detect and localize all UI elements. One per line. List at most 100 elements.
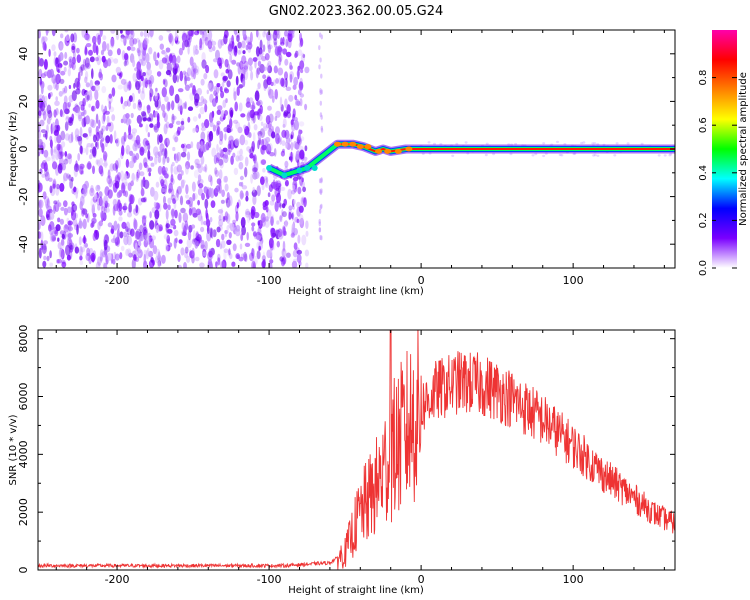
noise-blob (262, 74, 267, 79)
noise-blob (154, 209, 160, 220)
noise-blob (220, 207, 224, 215)
noise-blob (167, 228, 173, 234)
noise-blob (67, 153, 72, 160)
noise-blob (67, 68, 71, 77)
noise-blob (77, 111, 83, 122)
noise-blob (88, 129, 92, 137)
noise-blob (84, 180, 89, 189)
noise-blob (90, 197, 96, 209)
noise-blob (143, 179, 150, 189)
noise-blob (65, 156, 68, 161)
noise-blob (296, 249, 302, 255)
noise-blob (164, 96, 169, 102)
noise-blob (218, 147, 222, 154)
colorbar-tick-label: 0.0 (698, 260, 709, 276)
noise-blob (216, 226, 221, 233)
noise-blob (143, 222, 147, 232)
noise-blob (107, 189, 113, 199)
noise-blob (75, 190, 78, 199)
noise-blob (192, 45, 196, 56)
noise-blob (153, 201, 157, 208)
noise-blob (188, 208, 193, 216)
noise-blob (187, 106, 194, 111)
noise-blob (199, 106, 205, 115)
noise-blob (109, 163, 115, 172)
noise-blob (97, 203, 101, 211)
noise-blob (71, 45, 76, 51)
noise-blob (303, 197, 307, 208)
noise-blob (302, 54, 306, 58)
noise-blob (182, 143, 187, 154)
noise-blob (168, 33, 174, 43)
noise-blob (319, 88, 322, 94)
noise-blob (187, 116, 191, 123)
noise-blob (91, 217, 97, 224)
noise-blob (288, 205, 293, 211)
noise-blob (542, 154, 546, 158)
noise-blob (184, 246, 189, 254)
noise-blob (116, 238, 120, 248)
noise-blob (116, 228, 120, 240)
x-tick-label: 100 (563, 573, 584, 586)
noise-blob (148, 250, 154, 258)
signal-point (311, 165, 318, 171)
noise-blob (161, 187, 166, 193)
noise-blob (106, 115, 110, 125)
noise-blob (38, 110, 42, 117)
noise-blob (299, 98, 303, 107)
noise-blob (245, 211, 251, 216)
noise-blob (272, 241, 276, 251)
noise-blob (119, 170, 125, 182)
noise-blob (181, 184, 184, 189)
noise-blob (262, 31, 266, 38)
noise-blob (91, 105, 96, 112)
noise-blob (235, 155, 240, 162)
noise-blob (190, 71, 195, 80)
noise-blob (146, 105, 151, 114)
noise-blob (206, 225, 210, 234)
noise-blob (230, 155, 234, 165)
noise-blob (166, 234, 170, 244)
noise-blob (38, 30, 41, 39)
noise-blob (233, 87, 236, 97)
noise-blob (43, 240, 48, 245)
noise-blob (91, 220, 95, 227)
noise-blob (137, 142, 141, 149)
noise-blob (249, 252, 254, 262)
noise-blob (256, 234, 261, 241)
noise-blob (165, 121, 170, 129)
noise-blob (292, 32, 295, 38)
noise-blob (464, 141, 468, 144)
noise-blob (257, 82, 261, 90)
noise-blob (116, 48, 121, 56)
noise-blob (155, 87, 158, 93)
noise-blob (145, 123, 149, 133)
noise-blob (125, 34, 131, 40)
noise-blob (303, 156, 308, 161)
noise-blob (244, 139, 249, 146)
noise-blob (596, 154, 600, 157)
noise-blob (257, 108, 262, 117)
noise-blob (249, 65, 253, 72)
noise-blob (179, 70, 184, 82)
noise-blob (252, 132, 256, 143)
noise-blob (244, 156, 249, 167)
noise-blob (245, 44, 249, 51)
noise-blob (268, 249, 273, 258)
noise-blob (269, 152, 275, 157)
noise-blob (220, 110, 224, 119)
noise-blob (44, 42, 47, 51)
noise-blob (223, 250, 227, 261)
noise-blob (84, 57, 90, 68)
noise-blob (277, 228, 283, 238)
noise-blob (276, 192, 281, 204)
noise-blob (233, 30, 238, 35)
noise-blob (234, 101, 238, 112)
noise-blob (177, 173, 183, 181)
noise-blob (299, 217, 305, 229)
noise-blob (64, 224, 69, 229)
noise-blob (238, 256, 244, 262)
noise-blob (282, 48, 288, 55)
noise-blob (97, 185, 100, 190)
noise-blob (187, 230, 192, 241)
